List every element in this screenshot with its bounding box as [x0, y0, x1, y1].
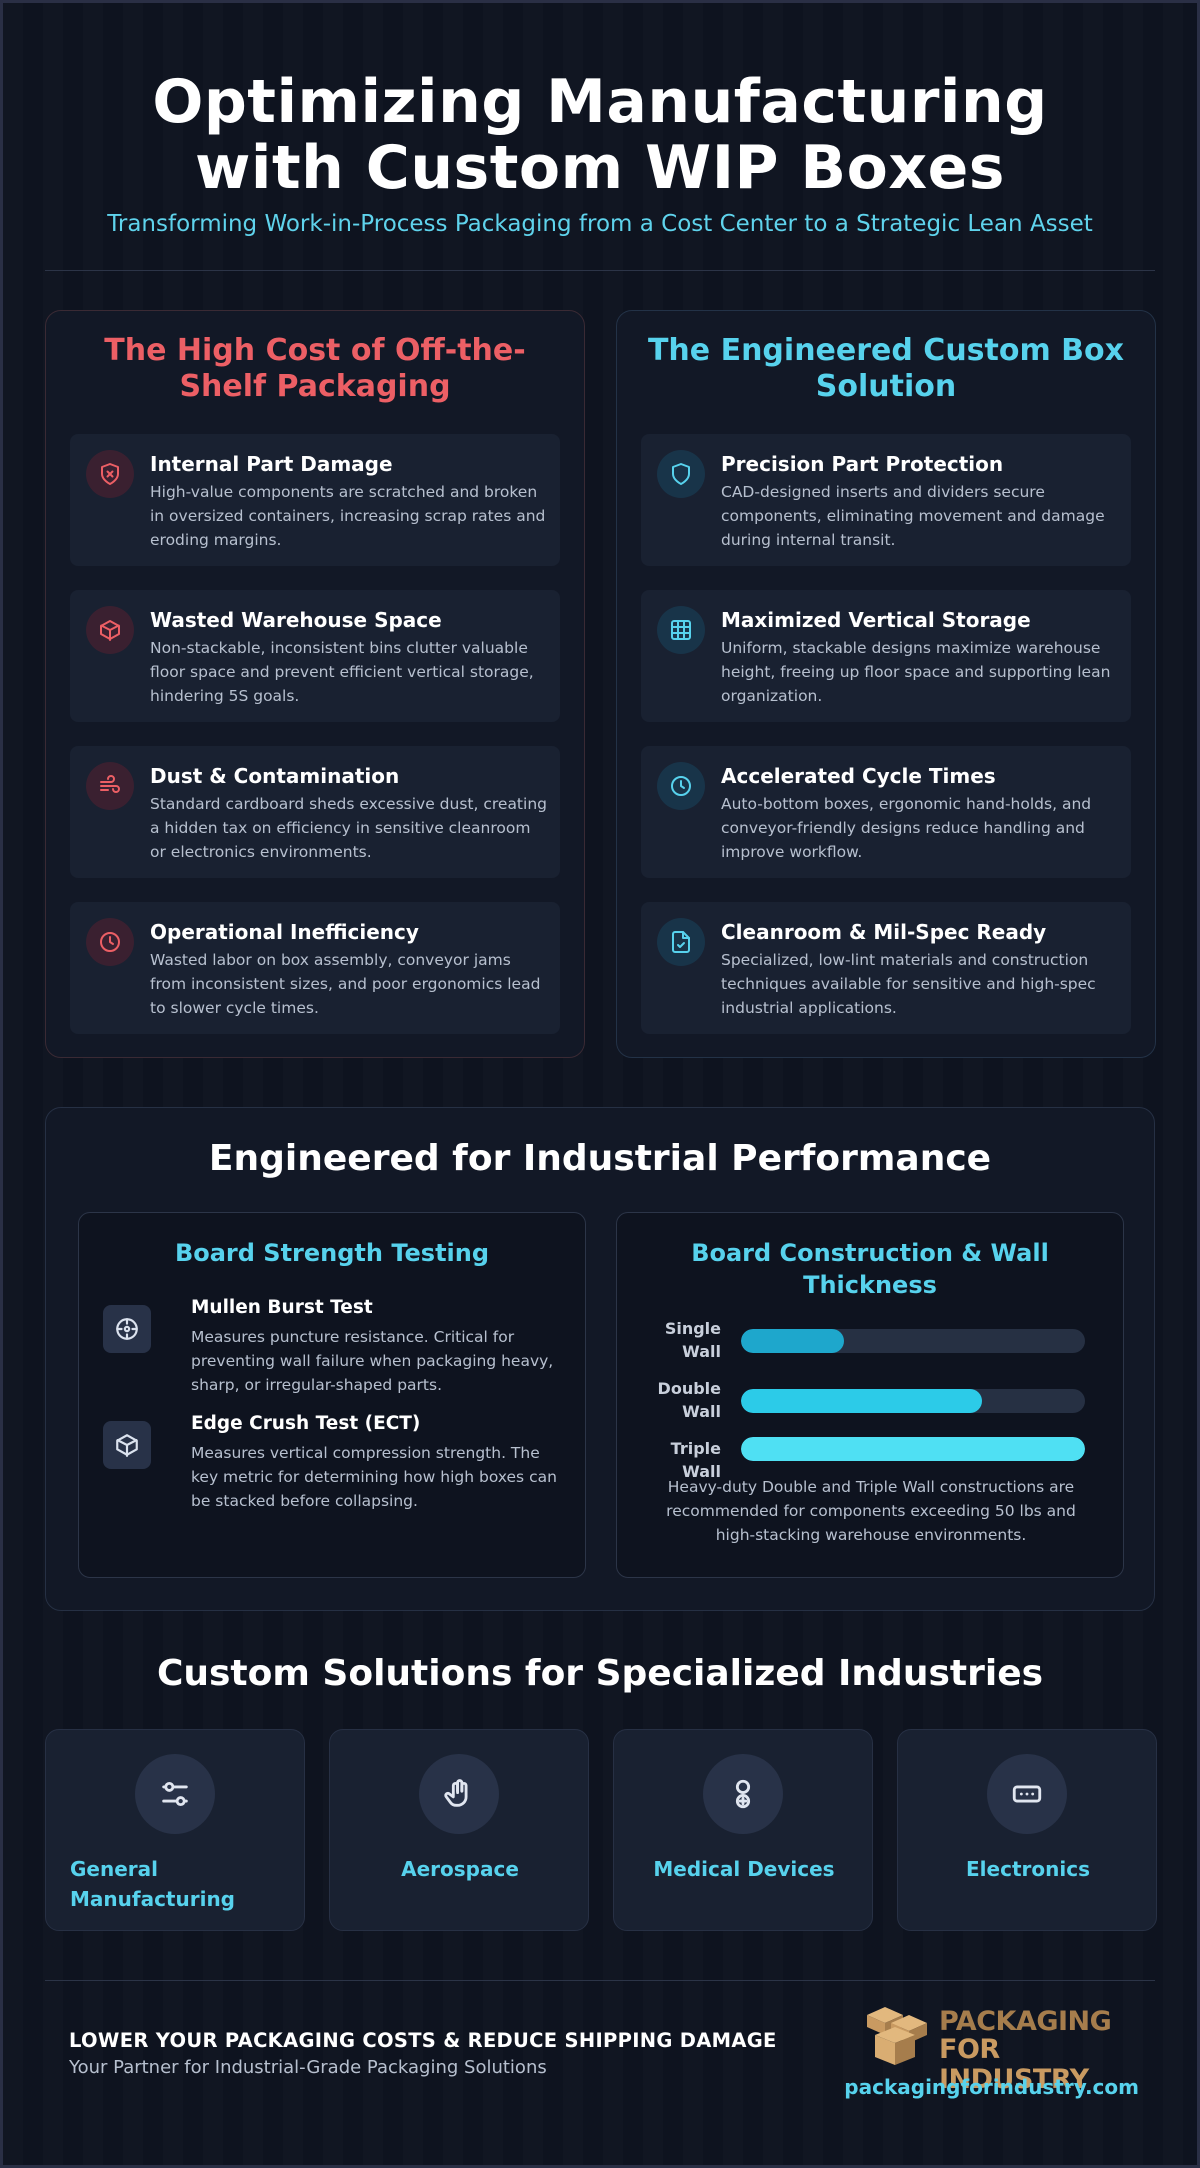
solution-item: Cleanroom & Mil-Spec Ready Specialized, …	[641, 902, 1131, 1034]
industries-title: Custom Solutions for Specialized Industr…	[156, 1653, 1044, 1694]
title-line-2: with Custom WIP Boxes	[195, 133, 1005, 203]
test-description: Measures vertical compression strength. …	[191, 1444, 557, 1510]
page-title: Optimizing Manufacturing with Custom WIP…	[3, 69, 1197, 201]
footer-divider	[45, 1980, 1155, 1981]
wall-bar-row: Double Wall	[641, 1377, 1101, 1425]
problem-title: Internal Part Damage	[150, 452, 393, 476]
solution-title: Accelerated Cycle Times	[721, 764, 996, 788]
industry-label: Medical Devices	[653, 1857, 835, 1881]
sliders-icon	[135, 1754, 215, 1834]
company-logo: PACKAGING FOR INDUSTRY	[861, 2003, 1141, 2095]
problem-item: Wasted Warehouse Space Non-stackable, in…	[70, 590, 560, 722]
wall-bar-track	[741, 1389, 1085, 1413]
problem-title: Operational Inefficiency	[150, 920, 419, 944]
website-link[interactable]: packagingforindustry.com	[844, 2075, 1139, 2099]
solution-description: Auto-bottom boxes, ergonomic hand-holds,…	[721, 795, 1092, 861]
hand-icon	[419, 1754, 499, 1834]
wall-bar-label: Double Wall	[657, 1379, 721, 1421]
footer-cta: LOWER YOUR PACKAGING COSTS & REDUCE SHIP…	[69, 2029, 777, 2052]
strength-testing-title: Board Strength Testing	[174, 1239, 490, 1267]
test-title: Mullen Burst Test	[191, 1297, 373, 1318]
shield-x-icon	[86, 450, 134, 498]
page-subtitle: Transforming Work-in-Process Packaging f…	[107, 211, 1093, 237]
solutions-panel: The Engineered Custom Box Solution Preci…	[616, 310, 1156, 1058]
header-divider	[45, 270, 1155, 271]
construction-note: Heavy-duty Double and Triple Wall constr…	[666, 1478, 1076, 1544]
industry-card: Medical Devices	[613, 1729, 873, 1931]
wall-bar-fill	[741, 1437, 1085, 1461]
problem-description: Wasted labor on box assembly, conveyor j…	[150, 951, 541, 1017]
grid-icon	[657, 606, 705, 654]
strength-testing-card: Board Strength Testing Mullen Burst Test…	[78, 1212, 586, 1578]
file-check-icon	[657, 918, 705, 966]
industry-label: General Manufacturing	[70, 1857, 235, 1911]
logo-text-line-2: FOR INDUSTRY	[939, 2034, 1089, 2095]
industry-card: Electronics	[897, 1729, 1157, 1931]
title-line-1: Optimizing Manufacturing	[152, 67, 1048, 137]
solution-description: CAD-designed inserts and dividers secure…	[721, 483, 1105, 549]
wall-bar-row: Single Wall	[641, 1317, 1101, 1365]
shield-icon	[657, 450, 705, 498]
problem-title: Wasted Warehouse Space	[150, 608, 442, 632]
logo-boxes-icon	[867, 2007, 927, 2065]
industry-card: Aerospace	[329, 1729, 589, 1931]
problem-title: Dust & Contamination	[150, 764, 400, 788]
crosshair-icon	[103, 1305, 151, 1353]
box-icon	[86, 606, 134, 654]
solution-title: Precision Part Protection	[721, 452, 1004, 476]
wall-bar-fill	[741, 1389, 982, 1413]
industry-card: General Manufacturing	[45, 1729, 305, 1931]
problem-item: Operational Inefficiency Wasted labor on…	[70, 902, 560, 1034]
problem-item: Internal Part Damage High-value componen…	[70, 434, 560, 566]
footer-tagline: Your Partner for Industrial-Grade Packag…	[69, 2057, 547, 2078]
problem-description: Standard cardboard sheds excessive dust,…	[150, 795, 547, 861]
solution-title: Cleanroom & Mil-Spec Ready	[721, 920, 1047, 944]
clock-icon	[86, 918, 134, 966]
problems-title: The High Cost of Off-the-Shelf Packaging	[104, 333, 526, 404]
construction-card: Board Construction & Wall Thickness Sing…	[616, 1212, 1124, 1578]
infographic-page: Optimizing Manufacturing with Custom WIP…	[3, 3, 1197, 2165]
chip-icon	[987, 1754, 1067, 1834]
solution-item: Accelerated Cycle Times Auto-bottom boxe…	[641, 746, 1131, 878]
solution-item: Maximized Vertical Storage Uniform, stac…	[641, 590, 1131, 722]
hero-header: Optimizing Manufacturing with Custom WIP…	[3, 69, 1197, 237]
wall-bar-label: Single Wall	[664, 1319, 721, 1361]
medical-icon	[703, 1754, 783, 1834]
performance-section: Engineered for Industrial Performance Bo…	[45, 1107, 1155, 1611]
performance-title: Engineered for Industrial Performance	[208, 1138, 992, 1179]
cube-icon	[103, 1421, 151, 1469]
problem-item: Dust & Contamination Standard cardboard …	[70, 746, 560, 878]
wind-icon	[86, 762, 134, 810]
wall-bar-track	[741, 1329, 1085, 1353]
test-title: Edge Crush Test (ECT)	[191, 1413, 421, 1434]
wall-bar-track	[741, 1437, 1085, 1461]
test-description: Measures puncture resistance. Critical f…	[191, 1328, 554, 1394]
industry-label: Aerospace	[401, 1857, 519, 1881]
wall-bar-row: Triple Wall	[641, 1425, 1101, 1481]
problems-panel: The High Cost of Off-the-Shelf Packaging…	[45, 310, 585, 1058]
solution-description: Uniform, stackable designs maximize ware…	[721, 639, 1111, 705]
problem-description: High-value components are scratched and …	[150, 483, 546, 549]
wall-bar-fill	[741, 1329, 845, 1353]
wall-bar-label: Triple Wall	[670, 1439, 721, 1481]
clock-icon	[657, 762, 705, 810]
logo-text-line-1: PACKAGING	[939, 2006, 1112, 2037]
solution-item: Precision Part Protection CAD-designed i…	[641, 434, 1131, 566]
solution-title: Maximized Vertical Storage	[721, 608, 1031, 632]
construction-title: Board Construction & Wall Thickness	[691, 1239, 1049, 1299]
problem-description: Non-stackable, inconsistent bins clutter…	[150, 639, 534, 705]
solutions-title: The Engineered Custom Box Solution	[647, 333, 1125, 404]
industry-label: Electronics	[966, 1857, 1090, 1881]
solution-description: Specialized, low-lint materials and cons…	[721, 951, 1096, 1017]
